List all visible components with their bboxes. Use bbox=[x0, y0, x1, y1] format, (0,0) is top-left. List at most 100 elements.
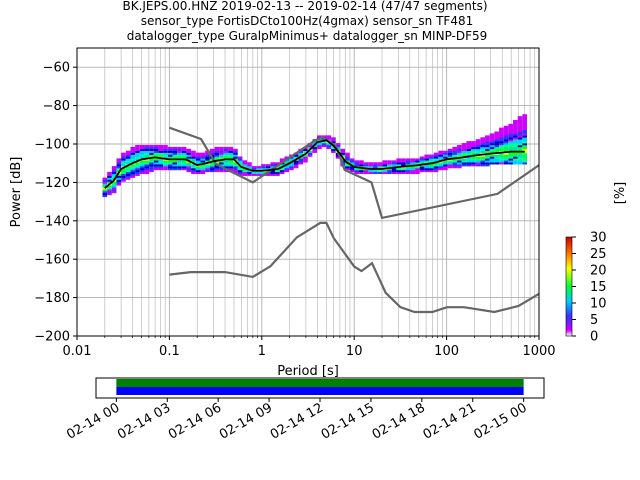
heatmap-cell bbox=[186, 148, 192, 151]
heatmap-cell bbox=[345, 166, 350, 169]
heatmap-cell bbox=[485, 141, 490, 144]
heatmap-cell bbox=[111, 171, 117, 175]
heatmap-cell bbox=[209, 162, 215, 165]
heatmap-cell bbox=[461, 160, 467, 163]
heatmap-cell bbox=[275, 169, 280, 173]
heatmap-cell bbox=[405, 169, 411, 173]
heatmap-cell bbox=[317, 144, 322, 148]
heatmap-cell bbox=[419, 162, 425, 165]
heatmap-cell bbox=[121, 173, 126, 176]
heatmap-cell bbox=[471, 143, 476, 146]
heatmap-cell bbox=[419, 169, 425, 173]
heatmap-cell bbox=[419, 158, 425, 161]
heatmap-cell bbox=[233, 169, 238, 173]
heatmap-cell bbox=[195, 166, 201, 169]
heatmap-cell bbox=[200, 169, 206, 173]
grid-layer bbox=[76, 48, 539, 337]
heatmap-cell bbox=[522, 120, 527, 123]
heatmap-cell bbox=[489, 162, 495, 165]
heatmap-cell bbox=[111, 173, 117, 176]
heatmap-cell bbox=[410, 158, 416, 161]
heatmap-cell bbox=[205, 154, 210, 157]
heatmap-cell bbox=[503, 127, 509, 130]
heatmap-cell bbox=[335, 156, 341, 159]
heatmap-cell bbox=[163, 156, 168, 159]
heatmap-cell bbox=[247, 171, 252, 175]
heatmap-cell bbox=[233, 158, 238, 161]
heatmap-cell bbox=[163, 152, 168, 155]
heatmap-cell bbox=[200, 164, 206, 167]
heatmap-cell bbox=[303, 154, 308, 157]
heatmap-cell bbox=[312, 148, 318, 151]
heatmap-cell bbox=[363, 164, 369, 167]
heatmap-cell bbox=[275, 166, 280, 169]
heatmap-cell bbox=[415, 162, 420, 165]
heatmap-cell bbox=[438, 162, 444, 165]
heatmap-cell bbox=[349, 160, 355, 163]
heatmap-cell bbox=[382, 171, 388, 175]
heatmap-cell bbox=[480, 154, 485, 157]
heatmap-cell bbox=[499, 144, 504, 148]
heatmap-cell bbox=[452, 150, 458, 153]
heatmap-cell bbox=[121, 156, 126, 159]
heatmap-cell bbox=[522, 148, 527, 151]
heatmap-cell bbox=[499, 160, 504, 163]
heatmap-cell bbox=[251, 168, 257, 171]
heatmap-cell bbox=[195, 158, 201, 161]
heatmap-cell bbox=[433, 162, 439, 165]
heatmap-cell bbox=[513, 125, 518, 128]
heatmap-cell bbox=[489, 141, 495, 144]
heatmap-cell bbox=[508, 141, 513, 144]
heatmap-cell bbox=[466, 158, 472, 161]
heatmap-cell bbox=[139, 154, 145, 157]
heatmap-cell bbox=[373, 171, 378, 175]
heatmap-cell bbox=[522, 135, 527, 138]
heatmap-cell bbox=[186, 152, 192, 155]
heatmap-cell bbox=[125, 154, 131, 157]
heatmap-cell bbox=[494, 143, 499, 146]
heatmap-cell bbox=[457, 146, 462, 150]
heatmap-cell bbox=[293, 166, 299, 169]
heatmap-cell bbox=[466, 141, 472, 144]
heatmap-cell bbox=[405, 168, 411, 171]
heatmap-cell bbox=[237, 168, 243, 171]
heatmap-cell bbox=[177, 148, 182, 151]
heatmap-cell bbox=[513, 143, 518, 146]
heatmap-cell bbox=[153, 150, 159, 153]
heatmap-cell bbox=[205, 160, 210, 163]
heatmap-cell bbox=[443, 156, 448, 159]
heatmap-cell bbox=[298, 150, 304, 153]
heatmap-cell bbox=[261, 168, 266, 171]
heatmap-cell bbox=[494, 158, 499, 161]
heatmap-cell bbox=[382, 160, 388, 163]
heatmap-cell bbox=[475, 160, 481, 163]
heatmap-cell bbox=[396, 171, 402, 175]
heatmap-cell bbox=[326, 144, 332, 148]
heatmap-cell bbox=[382, 162, 388, 165]
heatmap-cell bbox=[494, 144, 499, 148]
heatmap-cell bbox=[107, 177, 112, 180]
heatmap-cell bbox=[298, 162, 304, 165]
title-line-1: BK.JEPS.00.HNZ 2019-02-13 -- 2019-02-14 … bbox=[122, 0, 487, 13]
heatmap-cell bbox=[191, 168, 196, 171]
heatmap-cell bbox=[116, 158, 122, 161]
heatmap-cell bbox=[382, 169, 388, 173]
heatmap-cell bbox=[247, 169, 252, 173]
heatmap-cell bbox=[167, 160, 173, 163]
heatmap-cell bbox=[489, 148, 495, 151]
heatmap-cell bbox=[135, 152, 140, 155]
heatmap-cell bbox=[177, 150, 182, 153]
heatmap-cell bbox=[298, 160, 304, 163]
heatmap-cell bbox=[163, 148, 168, 151]
heatmap-cell bbox=[489, 133, 495, 136]
heatmap-cell bbox=[102, 177, 108, 180]
heatmap-cell bbox=[354, 160, 360, 163]
heatmap-cell bbox=[237, 158, 243, 161]
heatmap-cell bbox=[517, 131, 523, 134]
heatmap-cell bbox=[522, 158, 527, 161]
heatmap-cell bbox=[471, 152, 476, 155]
heatmap-cell bbox=[345, 164, 350, 167]
heatmap-cell bbox=[167, 148, 173, 151]
heatmap-cell bbox=[149, 150, 154, 153]
